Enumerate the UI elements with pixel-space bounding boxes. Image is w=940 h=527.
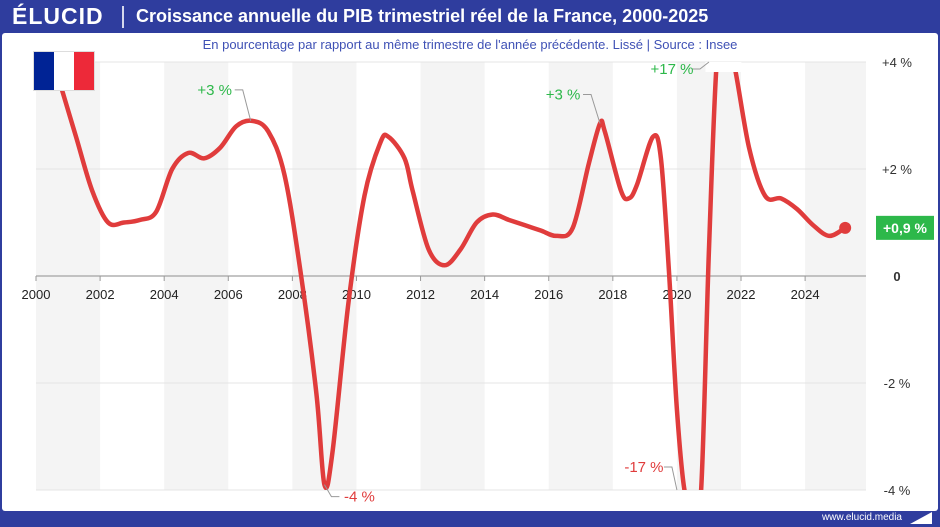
annotation-label: -4 % bbox=[344, 489, 375, 506]
x-tick-label: 2000 bbox=[22, 287, 51, 302]
france-flag bbox=[34, 52, 94, 90]
annotation-label: +17 % bbox=[650, 61, 693, 78]
offscale-mask bbox=[705, 62, 742, 72]
x-tick-label: 2010 bbox=[342, 287, 371, 302]
header-bar: ÉLUCID Croissance annuelle du PIB trimes… bbox=[0, 0, 940, 33]
y-tick-label: 0 bbox=[893, 269, 900, 284]
chart-subtitle: En pourcentage par rapport au même trime… bbox=[202, 37, 738, 52]
x-tick-label: 2004 bbox=[150, 287, 179, 302]
end-value-badge bbox=[876, 215, 934, 240]
annotation-leader bbox=[323, 484, 340, 498]
x-tick-label: 2024 bbox=[791, 287, 820, 302]
y-tick-label: +4 % bbox=[882, 55, 912, 70]
flag-white-stripe bbox=[54, 52, 74, 90]
end-value-label: +0,9 % bbox=[883, 220, 928, 236]
x-tick-label: 2014 bbox=[470, 287, 499, 302]
x-tick-label: 2008 bbox=[278, 287, 307, 302]
annotation-leader bbox=[583, 94, 601, 124]
x-tick-label: 2006 bbox=[214, 287, 243, 302]
x-tick-label: 2002 bbox=[86, 287, 115, 302]
annotation-leader bbox=[234, 89, 252, 121]
annotation-label: -17 % bbox=[624, 459, 663, 476]
y-tick-label: +2 % bbox=[882, 162, 912, 177]
annotation-leader bbox=[691, 61, 710, 70]
flag-blue-stripe bbox=[34, 52, 54, 90]
x-tick-label: 2020 bbox=[662, 287, 691, 302]
flag-red-stripe bbox=[74, 52, 94, 90]
labels-layer: +0,9 % +3 % -4 % +3 % +17 % -17 % bbox=[197, 61, 934, 506]
x-tick-label: 2022 bbox=[727, 287, 756, 302]
x-tick-label: 2018 bbox=[598, 287, 627, 302]
chart-title: Croissance annuelle du PIB trimestriel r… bbox=[136, 6, 709, 26]
x-tick-label: 2016 bbox=[534, 287, 563, 302]
logo: ÉLUCID bbox=[12, 3, 104, 29]
y-tick-label: -2 % bbox=[884, 376, 911, 391]
annotation-label: +3 % bbox=[546, 87, 581, 104]
footer-arrow-icon bbox=[910, 512, 932, 524]
x-tick-label: 2012 bbox=[406, 287, 435, 302]
footer-url: www.elucid.media bbox=[821, 512, 902, 523]
y-tick-label: -4 % bbox=[884, 483, 911, 498]
series-layer bbox=[57, 62, 852, 490]
series-line bbox=[57, 62, 848, 490]
logo-separator bbox=[122, 6, 124, 28]
annotation-label: +3 % bbox=[197, 82, 232, 99]
annotation-leader bbox=[663, 466, 678, 491]
end-point bbox=[839, 221, 852, 234]
